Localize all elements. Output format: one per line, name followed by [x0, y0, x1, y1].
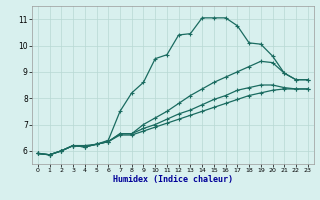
X-axis label: Humidex (Indice chaleur): Humidex (Indice chaleur) [113, 175, 233, 184]
